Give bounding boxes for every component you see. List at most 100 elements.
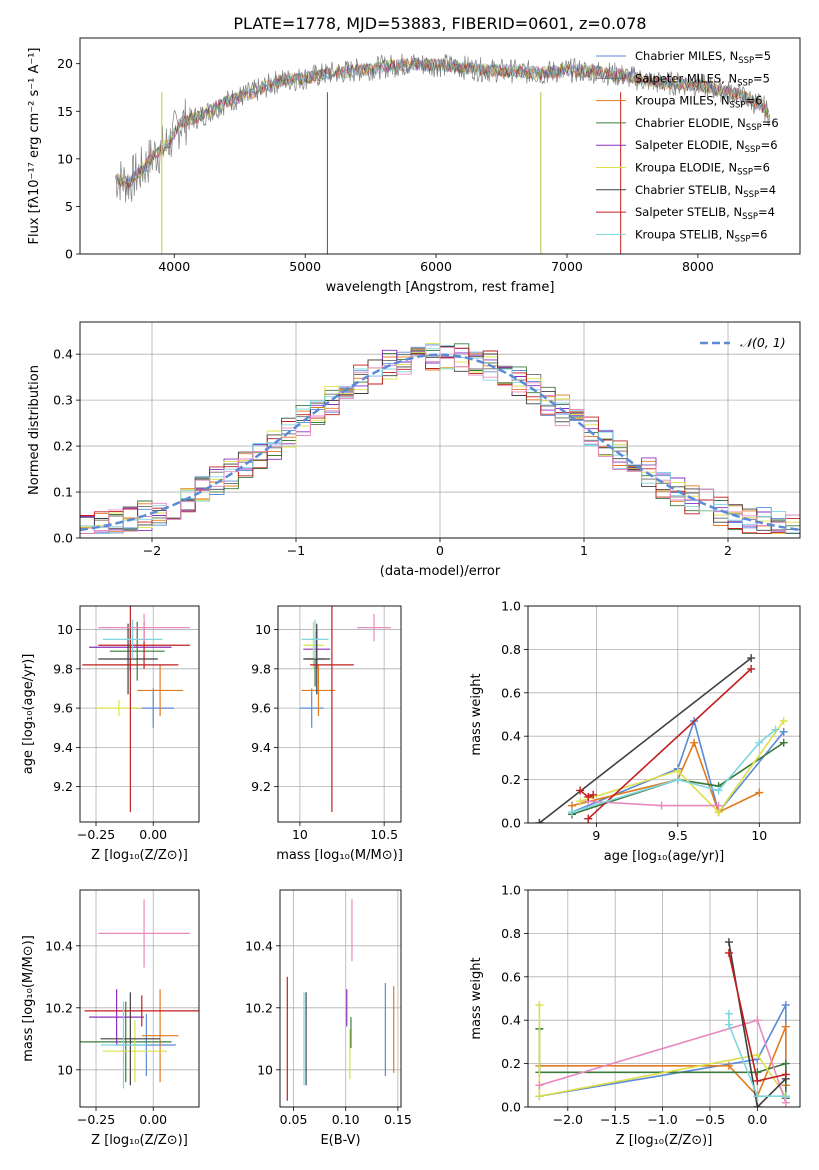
errorbar-point-6 bbox=[310, 606, 354, 813]
errorbar-point-5 bbox=[303, 623, 331, 695]
x-tick-label: 1 bbox=[580, 543, 588, 558]
legend-count: =5 bbox=[753, 71, 770, 85]
panel-mass-vs-z: −0.25 0.00 10 10.2 10.4 Z [log₁₀(Z/Z⊙)] mass [… bbox=[21, 889, 200, 1148]
weight-marker bbox=[779, 717, 788, 726]
weight-marker bbox=[714, 801, 723, 810]
legend-subscript: SSP bbox=[738, 56, 754, 66]
y-tick-label: 10.2 bbox=[45, 1000, 73, 1015]
weight-marker bbox=[781, 1022, 790, 1031]
weight-marker bbox=[781, 1092, 790, 1101]
y-axis-label: age [log₁₀(age/yr)] bbox=[21, 654, 36, 775]
plot-area bbox=[299, 606, 391, 813]
x-tick-label: 0.00 bbox=[139, 827, 167, 842]
legend-label: Chabrier STELIB, NSSP=4 bbox=[635, 183, 776, 200]
plot-area bbox=[80, 899, 199, 1089]
panel-age-vs-z: −0.25 0.00 9.2 9.4 9.6 9.8 10 Z [log₁₀(Z/Z⊙)] ag… bbox=[21, 605, 200, 863]
x-axis-label: E(B-V) bbox=[320, 1133, 360, 1148]
x-tick-label: −0.25 bbox=[77, 827, 115, 842]
errorbar-point-7 bbox=[100, 1001, 147, 1089]
weight-marker bbox=[781, 1070, 790, 1079]
weight-marker bbox=[781, 1059, 790, 1068]
y-tick-label: 0.0 bbox=[501, 816, 521, 831]
y-tick-label: 10 bbox=[57, 622, 73, 637]
weight-marker bbox=[755, 788, 764, 797]
x-tick-label: −0.25 bbox=[77, 1112, 115, 1127]
y-tick-label: 0.3 bbox=[53, 393, 73, 408]
x-axis-label: Z [log₁₀(Z/Z⊙)] bbox=[616, 1133, 713, 1148]
axes-frame bbox=[527, 889, 801, 1108]
plot-area bbox=[114, 53, 770, 254]
errorbar-point-6 bbox=[84, 995, 199, 1027]
y-tick-label: 9.6 bbox=[53, 701, 73, 716]
errorbar-point-6 bbox=[98, 623, 158, 695]
plot-area bbox=[535, 938, 790, 1107]
weight-marker bbox=[535, 1001, 544, 1010]
errorbar-point-2 bbox=[80, 1001, 172, 1083]
y-axis-label: mass [log₁₀(M/M⊙)] bbox=[21, 935, 36, 1062]
weight-line-6 bbox=[587, 668, 752, 820]
plot-area bbox=[286, 899, 395, 1101]
legend-subscript: SSP bbox=[742, 212, 758, 222]
legend-subscript: SSP bbox=[737, 168, 753, 178]
x-tick-label: 5000 bbox=[289, 259, 321, 274]
spectrum-legend: Chabrier MILES, NSSP=5 Salpeter MILES, NS… bbox=[596, 49, 779, 244]
y-tick-label: 0.8 bbox=[501, 642, 521, 657]
panel-residuals: −2 −1 0 1 2 0.0 0.1 0.2 0.3 0.4 (data-model)/error… bbox=[27, 321, 801, 579]
x-tick-label: 0 bbox=[436, 543, 444, 558]
legend-count: =6 bbox=[753, 161, 770, 175]
errorbar-point-1 bbox=[137, 664, 183, 716]
legend-subscript: SSP bbox=[737, 78, 753, 88]
plot-area bbox=[82, 606, 190, 813]
weight-marker bbox=[714, 786, 723, 795]
y-tick-label: 0.1 bbox=[53, 485, 73, 500]
weight-marker bbox=[724, 938, 733, 947]
y-axis-label: Normed distribution bbox=[27, 365, 42, 495]
legend-subscript: SSP bbox=[745, 145, 761, 155]
errorbar-point-8 bbox=[98, 899, 190, 968]
weight-marker bbox=[584, 792, 593, 801]
weight-marker bbox=[724, 1009, 733, 1018]
y-tick-label: 1.0 bbox=[501, 599, 521, 614]
legend-subscript: SSP bbox=[735, 234, 751, 244]
figure-title: PLATE=1778, MJD=53883, FIBERID=0601, z=0… bbox=[233, 14, 646, 33]
y-tick-label: 9.2 bbox=[251, 779, 271, 794]
weight-line-7 bbox=[728, 1013, 786, 1097]
y-tick-label: 1.0 bbox=[501, 883, 521, 898]
panel-mass-weight-vs-z: −2.0 −1.5 −1.0 −0.5 0.0 0.0 0.2 0.4 0.6 0.8 1.0 Z [… bbox=[469, 883, 801, 1148]
legend-label: Chabrier MILES, NSSP=5 bbox=[635, 49, 771, 66]
weight-marker bbox=[576, 786, 585, 795]
weight-marker bbox=[747, 654, 756, 663]
errorbar-point-4 bbox=[102, 1020, 167, 1083]
y-tick-label: 0.4 bbox=[501, 729, 521, 744]
errorbar-point-7 bbox=[301, 619, 329, 660]
axes-frame bbox=[79, 321, 801, 539]
panel-mass-weight-vs-age: 9 9.5 10 0.0 0.2 0.4 0.6 0.8 1.0 age [log₁₀(age/y… bbox=[469, 599, 801, 864]
x-axis-label: mass [log₁₀(M/M⊙)] bbox=[276, 848, 403, 863]
x-tick-label: 0.15 bbox=[384, 1112, 412, 1127]
weight-marker bbox=[690, 738, 699, 747]
weight-marker bbox=[753, 1050, 762, 1059]
y-tick-label: 0.0 bbox=[501, 1100, 521, 1115]
plot-area bbox=[80, 342, 800, 534]
weight-marker bbox=[567, 808, 576, 817]
y-tick-label: 10.4 bbox=[45, 938, 73, 953]
x-axis-label: Z [log₁₀(Z/Z⊙)] bbox=[91, 1133, 188, 1148]
weight-marker bbox=[779, 738, 788, 747]
model-line-8 bbox=[116, 58, 769, 185]
weight-marker bbox=[771, 725, 780, 734]
axes-frame bbox=[79, 889, 200, 1108]
weight-line-3 bbox=[579, 720, 785, 814]
y-tick-label: 9.8 bbox=[251, 661, 271, 676]
legend-label: Kroupa ELODIE, NSSP=6 bbox=[635, 161, 770, 178]
y-tick-label: 0.2 bbox=[501, 1056, 521, 1071]
legend-subscript: SSP bbox=[746, 123, 762, 133]
x-tick-label: −0.5 bbox=[695, 1112, 725, 1127]
weight-marker bbox=[673, 775, 682, 784]
panel-mass-vs-ebv: 0.05 0.10 0.15 10 10.2 10.4 E(B-V) bbox=[245, 889, 412, 1148]
y-tick-label: 20 bbox=[57, 56, 73, 71]
x-tick-label: 8000 bbox=[682, 259, 714, 274]
weight-marker bbox=[779, 727, 788, 736]
weight-marker bbox=[576, 797, 585, 806]
x-axis-label: Z [log₁₀(Z/Z⊙)] bbox=[91, 848, 188, 863]
